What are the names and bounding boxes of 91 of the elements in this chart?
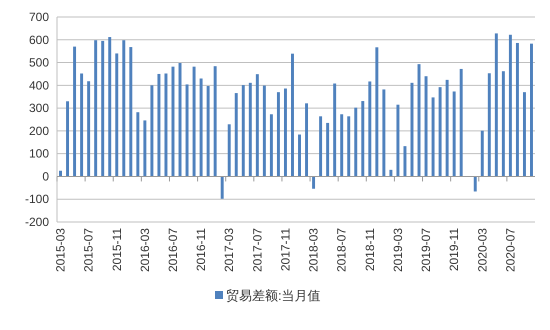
bar: [284, 88, 287, 176]
bar: [164, 73, 168, 176]
bar: [424, 76, 428, 176]
bar: [291, 54, 294, 176]
bar: [305, 103, 308, 176]
y-tick-label: 300: [28, 101, 50, 116]
legend-label: 贸易差额:当月值: [226, 288, 321, 303]
bar: [368, 81, 372, 176]
x-tick-label: 2017-07: [250, 228, 264, 272]
bar: [438, 87, 442, 176]
bar: [375, 47, 378, 176]
bar: [66, 101, 70, 176]
bar: [382, 89, 386, 176]
bar: [494, 33, 498, 176]
y-tick-label: -200: [24, 215, 50, 229]
bar: [480, 130, 484, 176]
bar: [270, 114, 273, 176]
x-tick-label: 2019-11: [447, 228, 462, 272]
bar: [192, 66, 196, 176]
bar: [432, 97, 435, 176]
x-tick-label: 2018-03: [306, 228, 321, 272]
bar: [276, 92, 280, 176]
bar: [396, 104, 400, 176]
bar: [530, 44, 533, 176]
bar: [361, 101, 364, 176]
bar: [186, 84, 189, 176]
bar: [502, 71, 505, 176]
bar: [262, 86, 266, 176]
bar: [59, 170, 62, 176]
bar: [94, 40, 98, 176]
bar: [460, 68, 463, 176]
x-tick-label: 2019-07: [419, 228, 434, 272]
bar: [508, 34, 512, 176]
bar: [347, 116, 350, 176]
bar: [73, 46, 76, 176]
bar: [516, 42, 519, 176]
bar: [298, 134, 301, 176]
bar: [129, 47, 132, 176]
bar: [256, 74, 259, 176]
y-tick-label: -100: [24, 192, 50, 206]
x-tick-label: 2015-07: [82, 228, 96, 272]
y-tick-label: 600: [28, 32, 50, 47]
bar: [452, 91, 456, 176]
x-tick-label: 2015-03: [54, 228, 68, 272]
bar: [143, 120, 146, 176]
y-tick-label: 200: [28, 124, 50, 138]
bar: [172, 66, 174, 176]
bar: [326, 122, 330, 176]
x-tick-label: 2016-07: [166, 228, 180, 272]
bar: [333, 84, 336, 176]
bar: [389, 170, 392, 176]
bar: [319, 116, 322, 176]
bar: [403, 146, 406, 176]
y-tick-label: 100: [28, 146, 50, 161]
bar: [214, 66, 217, 176]
bar: [340, 114, 344, 176]
bar: [522, 92, 526, 176]
bar: [488, 73, 491, 176]
y-tick-label: 700: [28, 10, 50, 24]
bar: [136, 112, 140, 176]
bar: [108, 37, 112, 176]
bar: [157, 74, 160, 176]
x-tick-label: 2016-03: [138, 228, 152, 272]
bar: [200, 78, 203, 176]
y-tick-label: 500: [28, 56, 50, 70]
bar: [122, 40, 126, 176]
bar: [446, 80, 449, 176]
x-tick-label: 2017-11: [278, 228, 292, 272]
x-tick-label: 2018-07: [334, 228, 349, 272]
x-tick-label: 2016-11: [194, 228, 208, 272]
bar: [101, 40, 104, 176]
bar: [178, 63, 182, 176]
x-tick-label: 2015-11: [110, 228, 124, 272]
y-tick-label: 0: [42, 169, 50, 184]
bar: [206, 86, 210, 176]
x-tick-label: 2020-03: [475, 228, 490, 272]
bar: [410, 82, 414, 176]
bar: [248, 82, 252, 176]
bar: [80, 73, 84, 176]
x-tick-label: 2019-03: [390, 228, 405, 272]
x-tick-label: 2018-11: [362, 228, 377, 272]
x-tick-label: 2020-07: [503, 228, 518, 272]
y-tick-label: 400: [28, 78, 50, 92]
bar: [87, 81, 90, 176]
x-tick-label: 2017-03: [222, 228, 236, 272]
bar: [242, 85, 245, 176]
bar: [150, 85, 154, 176]
bar: [418, 64, 420, 176]
bar: [220, 176, 224, 199]
bar: [228, 124, 231, 176]
bar: [312, 176, 316, 189]
